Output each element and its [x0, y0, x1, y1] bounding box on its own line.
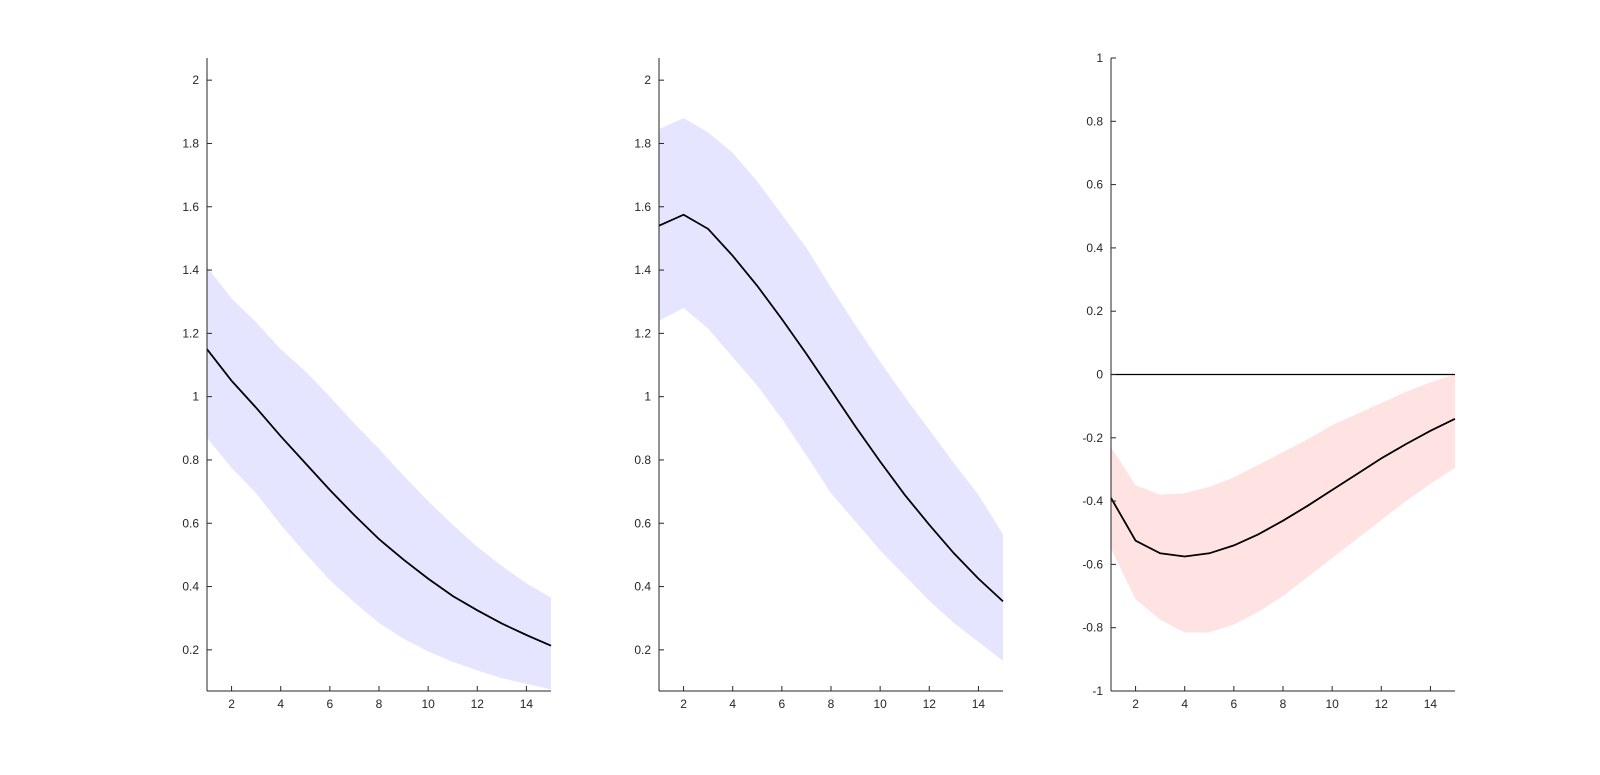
confidence-band [1111, 374, 1455, 633]
y-tick-label: 2 [192, 73, 199, 87]
x-tick-label: 2 [228, 697, 235, 711]
y-tick-label: 0.4 [1086, 241, 1103, 255]
y-tick-label: -0.6 [1082, 557, 1103, 571]
x-tick-label: 10 [421, 697, 435, 711]
x-tick-label: 2 [1132, 697, 1139, 711]
panel-3: -1-0.8-0.6-0.4-0.200.20.40.60.812 4 6 8 10 12… [1082, 51, 1456, 711]
y-tick-label: 0 [1096, 368, 1103, 382]
x-tick-label: 12 [1375, 697, 1389, 711]
response-line [1110, 417, 1456, 558]
confidence-band [207, 266, 551, 690]
y-tick-label: 1 [1096, 51, 1103, 65]
y-tick-label: 0.2 [1086, 304, 1103, 318]
y-tick-label: 1.6 [634, 200, 651, 214]
y-tick-label: 0.4 [182, 580, 199, 594]
x-tick-label: 4 [277, 697, 284, 711]
x-tick-label: 14 [520, 697, 534, 711]
x-tick-label: 4 [1181, 697, 1188, 711]
x-tick-label: 2 [680, 697, 687, 711]
x-tick-label: 8 [1280, 697, 1287, 711]
x-tick-label: 6 [327, 697, 334, 711]
x-tick-label: 6 [779, 697, 786, 711]
y-tick-label: 1 [192, 390, 199, 404]
y-tick-label: 0.4 [634, 580, 651, 594]
y-tick-label: 1.4 [182, 263, 199, 277]
y-tick-label: 1.2 [182, 326, 199, 340]
y-tick-label: 0.6 [182, 516, 199, 530]
x-tick-label: 14 [972, 697, 986, 711]
y-tick-label: 1.2 [634, 326, 651, 340]
x-tick-label: 6 [1231, 697, 1238, 711]
x-tick-label: 10 [1325, 697, 1339, 711]
y-tick-label: -0.4 [1082, 494, 1103, 508]
x-tick-label: 8 [828, 697, 835, 711]
x-tick-label: 10 [873, 697, 887, 711]
x-tick-label: 12 [471, 697, 485, 711]
y-tick-label: 1.6 [182, 200, 199, 214]
y-tick-label: -1 [1092, 684, 1103, 698]
y-tick-label: 1.4 [634, 263, 651, 277]
y-tick-label: 2 [644, 73, 651, 87]
y-tick-label: 0.2 [182, 643, 199, 657]
y-tick-label: 1.8 [182, 136, 199, 150]
panel-1: 0.2 0.4 0.6 0.8 1 1.2 1.4 1.6 1.8 2 2 4 6 8 10 12 14 [182, 58, 552, 711]
x-tick-label: 8 [376, 697, 383, 711]
y-tick-label: 1 [644, 390, 651, 404]
y-tick-label: 0.8 [634, 453, 651, 467]
x-tick-label: 14 [1424, 697, 1438, 711]
y-tick-label: -0.2 [1082, 431, 1103, 445]
panel-2: 0.2 0.4 0.6 0.8 1 1.2 1.4 1.6 1.8 2 2 4 6 8 10 12 14 [634, 58, 1004, 711]
y-tick-label: 1.8 [634, 136, 651, 150]
x-tick-label: 4 [729, 697, 736, 711]
y-tick-label: 0.6 [634, 516, 651, 530]
y-tick-label: -0.8 [1082, 621, 1103, 635]
y-tick-label: 0.8 [182, 453, 199, 467]
response-line [206, 348, 552, 647]
y-tick-label: 0.8 [1086, 114, 1103, 128]
y-tick-label: 0.2 [634, 643, 651, 657]
x-tick-label: 12 [923, 697, 937, 711]
y-tick-label: 0.6 [1086, 178, 1103, 192]
response-line [658, 213, 1004, 603]
